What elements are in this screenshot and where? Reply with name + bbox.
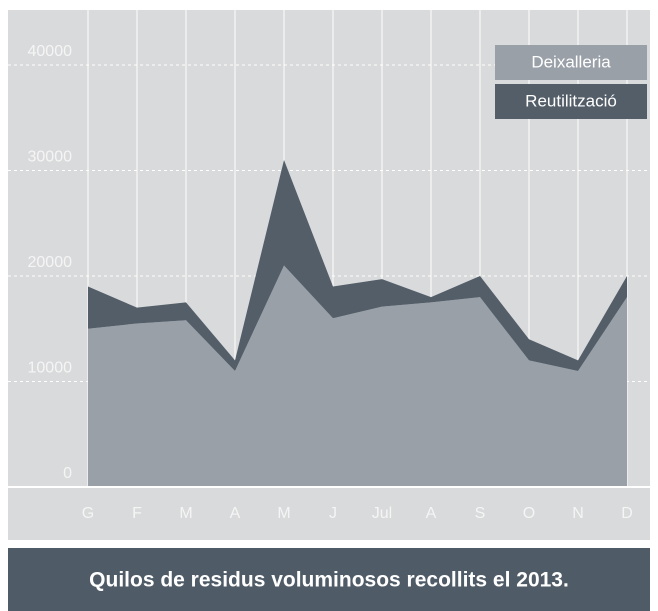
x-tick-label: A [230, 505, 241, 522]
x-tick-label: M [277, 505, 290, 522]
x-tick-label: S [475, 505, 486, 522]
y-tick-label: 0 [63, 465, 72, 482]
legend-label: Reutilització [525, 91, 617, 110]
chart-title: Quilos de residus voluminosos recollits … [89, 569, 569, 592]
x-tick-label: M [179, 505, 192, 522]
y-tick-label: 10000 [28, 360, 73, 377]
x-tick-label: Jul [372, 505, 392, 522]
x-tick-label: A [426, 505, 437, 522]
x-tick-label: D [621, 505, 633, 522]
legend-swatch [495, 45, 647, 80]
y-tick-label: 30000 [28, 149, 73, 166]
x-tick-label: J [329, 505, 337, 522]
x-tick-label: G [82, 505, 94, 522]
title-banner [8, 548, 650, 611]
y-tick-label: 40000 [28, 43, 73, 60]
x-tick-label: O [523, 505, 535, 522]
y-tick-label: 20000 [28, 254, 73, 271]
x-tick-label: N [572, 505, 584, 522]
area [88, 265, 627, 487]
legend-swatch [495, 84, 647, 119]
legend-label: Deixalleria [531, 52, 611, 71]
x-tick-label: F [132, 505, 142, 522]
